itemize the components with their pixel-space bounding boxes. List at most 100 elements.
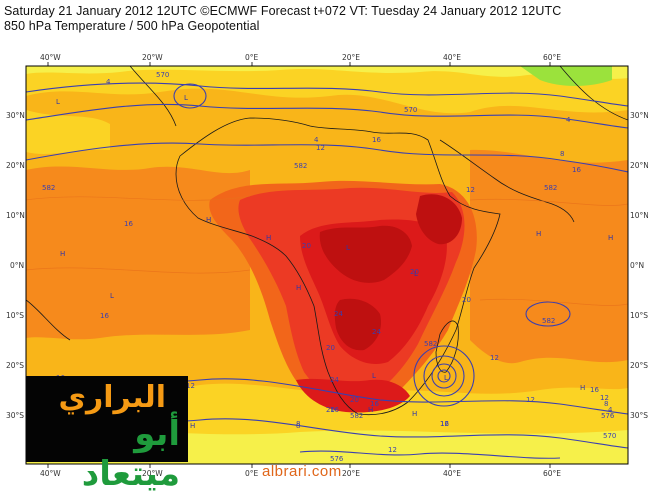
temperature-label: 12: [600, 394, 609, 402]
isotherm-2: [26, 267, 251, 274]
temperature-label: 12: [186, 382, 195, 390]
lon-label: 40°W: [40, 53, 61, 62]
temperature-label: 12: [316, 144, 325, 152]
temp-band-darkred-ethiopia: [416, 194, 462, 245]
low-marker: L: [184, 94, 188, 102]
temperature-label: 8: [604, 400, 608, 408]
coastlines: [26, 66, 628, 416]
low-contour-atlantic: [173, 83, 207, 109]
asia-coastline: [559, 66, 628, 121]
temperature-label: 4: [608, 406, 613, 414]
lat-label: 20°N: [6, 161, 25, 170]
lon-label: 20°W: [142, 53, 163, 62]
low-marker: L: [372, 372, 376, 380]
cyclone-contour-1: [437, 369, 451, 383]
temperature-label: 16: [330, 406, 339, 414]
map-frame: [25, 65, 629, 465]
lon-label: 20°E: [342, 469, 360, 478]
temperature-label: 12: [490, 354, 499, 362]
high-contour-indian-ocean: [525, 301, 571, 327]
lat-label: 10°S: [630, 311, 648, 320]
contour-582-north: [26, 142, 628, 173]
logo-arabic-line1: البراري: [58, 380, 166, 415]
map-subtitle: 850 hPa Temperature / 500 hPa Geopotenti…: [4, 19, 260, 33]
lat-label: 30°S: [6, 411, 24, 420]
temperature-label: 12: [526, 396, 535, 404]
contour-label: 570: [603, 432, 616, 440]
temperature-label: 16: [572, 166, 581, 174]
temp-band-orange-east: [470, 149, 628, 364]
contour-label: 582: [294, 162, 307, 170]
lon-label: 40°E: [443, 469, 461, 478]
contour-label: 582: [544, 184, 557, 192]
lat-label: 30°N: [6, 111, 25, 120]
lat-label: 30°N: [630, 111, 648, 120]
temp-band-orange-west: [26, 166, 250, 340]
left-latitude-labels: 30°N 20°N 10°N 0°N 10°S 20°S 30°S: [6, 111, 25, 420]
high-marker: H: [206, 216, 211, 224]
lat-label: 20°S: [630, 361, 648, 370]
temp-band-lightyellow-north: [26, 66, 628, 79]
high-marker: H: [60, 250, 65, 258]
temperature-label: 8: [560, 150, 564, 158]
contour-label: 576: [330, 455, 344, 463]
temperature-value-labels: 4 12 16 16 16 12 20 20 24 20 24 24 20 20…: [56, 78, 613, 454]
temperature-label: 16: [100, 312, 109, 320]
temp-band-darkred-south: [334, 298, 382, 351]
pressure-centres: L L L H H H H H H H H L L H H L L: [56, 94, 613, 430]
lat-label: 20°N: [630, 161, 648, 170]
low-marker: L: [56, 98, 60, 106]
high-marker: H: [266, 234, 271, 242]
lon-label: 0°E: [245, 469, 259, 478]
lon-label: 60°E: [543, 469, 561, 478]
temperature-label: 4: [566, 116, 571, 124]
map-title: Saturday 21 January 2012 12UTC ©ECMWF Fo…: [4, 4, 562, 18]
high-marker: H: [608, 234, 613, 242]
temperature-label: 12: [388, 446, 397, 454]
lon-label: 0°E: [245, 53, 259, 62]
top-longitude-labels: 40°W 20°W 0°E 20°E 40°E 60°E: [40, 53, 561, 62]
iberia-coastline: [129, 66, 177, 127]
contour-label: 570: [156, 71, 169, 79]
temperature-label: 16: [440, 420, 449, 428]
lon-label: 20°E: [342, 53, 360, 62]
contour-label: 582: [542, 317, 555, 325]
contour-value-labels: 570 570 582 582 582 582 582 576 570 582 …: [42, 71, 616, 463]
low-marker: L: [346, 244, 350, 252]
temperature-label: 16: [372, 136, 381, 144]
lat-label: 30°S: [630, 411, 648, 420]
temperature-label: 20: [350, 396, 359, 404]
isotherm-4: [479, 298, 628, 306]
cyclone-contour-4: [413, 345, 475, 407]
tick-marks: [47, 62, 551, 468]
high-marker: H: [412, 410, 417, 418]
temperature-label: 24: [330, 376, 339, 384]
contour-label: 570: [404, 106, 417, 114]
contour-label: 582: [424, 340, 437, 348]
madagascar-coastline: [435, 320, 459, 373]
high-marker: H: [536, 230, 541, 238]
bottom-longitude-labels: 40°W 20°W 0°E 20°E 40°E 60°E: [40, 469, 561, 478]
cyclone-contour-2: [431, 363, 457, 389]
contour-label: 582: [42, 184, 55, 192]
lon-label: 20°W: [142, 469, 163, 478]
cyclone-contour-3: [423, 355, 465, 397]
temperature-label: 20: [302, 242, 311, 250]
temperature-isotherms: [26, 195, 628, 306]
low-marker: L: [110, 292, 114, 300]
low-marker: L: [414, 270, 418, 278]
lon-label: 40°W: [40, 469, 61, 478]
right-latitude-labels: 30°N 20°N 10°N 0°N 10°S 20°S 30°S: [630, 111, 648, 420]
site-watermark: albrari.com: [262, 463, 342, 480]
temperature-label: 8: [296, 420, 300, 428]
lat-label: 20°S: [6, 361, 24, 370]
watermark-logo: البراري أبو ميتعاد: [26, 376, 188, 494]
temperature-label: 20: [326, 344, 335, 352]
temperature-label: 20: [462, 296, 471, 304]
lon-label: 60°E: [543, 53, 561, 62]
southamerica-coastline: [26, 299, 71, 341]
temp-band-yellow-atlantic: [26, 110, 110, 154]
temperature-label: 20: [326, 406, 335, 414]
arabia-coastline: [439, 139, 575, 223]
high-marker: H: [190, 422, 195, 430]
